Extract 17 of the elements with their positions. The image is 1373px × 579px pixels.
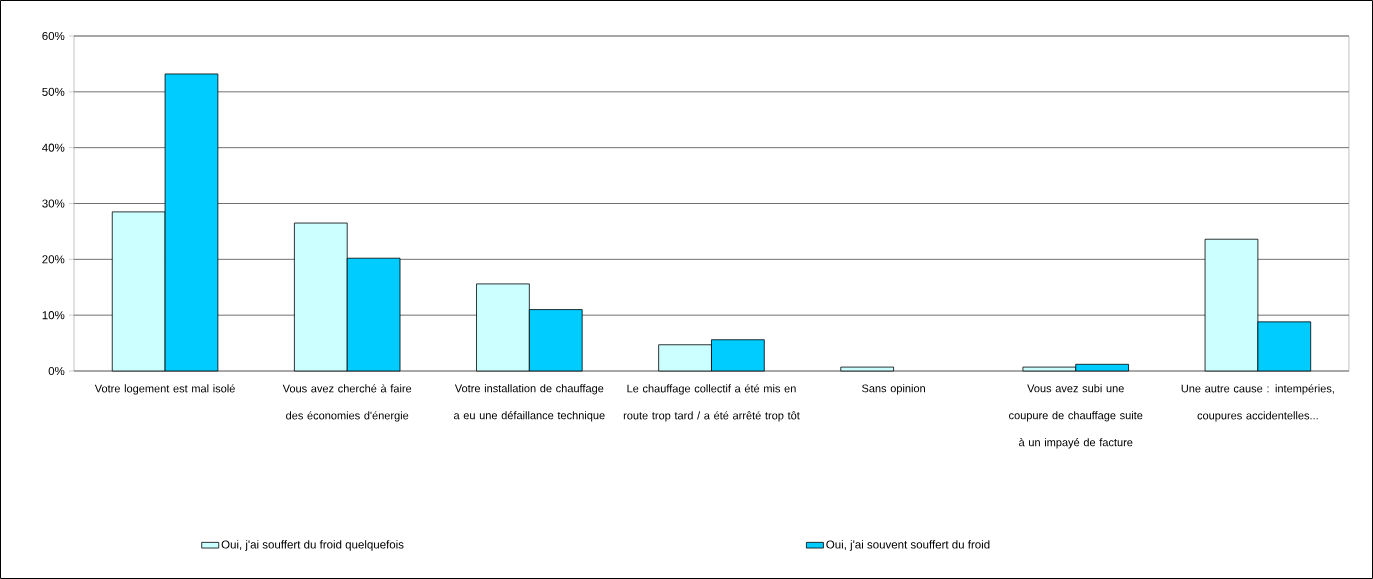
category-label: Vous avez cherché à faire des économies d'énergie xyxy=(282,384,412,422)
y-tick-label: 10% xyxy=(42,311,65,320)
category-label: Votre installation de chauffage a eu une défaillance technique xyxy=(453,384,605,422)
bar xyxy=(840,366,895,372)
legend-label: Oui, j'ai souvent souffert du froid xyxy=(826,540,990,551)
x-tick-label: Votre logement est mal isolé xyxy=(94,384,235,395)
category-label: Le chauffage collectif a été mis en route trop tard / a été arrêté trop tôt xyxy=(623,384,800,422)
y-tick-label: 0% xyxy=(48,366,65,376)
category-label: Une autre cause : intempéries, coupures accidentelles... xyxy=(1181,384,1334,422)
legend-label: Oui, j'ai souffert du froid quelquefois xyxy=(221,540,404,551)
category-label: Vous avez subi une coupure de chauffage suite à un impayé de facture xyxy=(1009,384,1143,449)
y-tick-label: 40% xyxy=(42,143,65,152)
y-tick-label: 30% xyxy=(42,199,65,208)
y-tick-label: 20% xyxy=(42,255,65,264)
y-tick-label: 60% xyxy=(42,31,65,41)
y-tick-label: 50% xyxy=(42,87,65,96)
x-tick-label: Sans opinion xyxy=(862,384,925,395)
